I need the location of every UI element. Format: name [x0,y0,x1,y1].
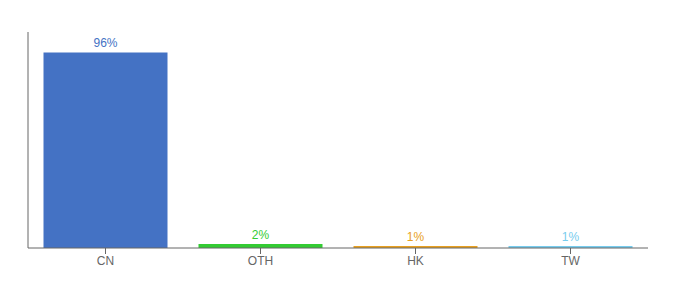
svg-text:TW: TW [561,254,580,268]
svg-text:CN: CN [97,254,114,268]
svg-text:1%: 1% [407,230,425,244]
svg-text:1%: 1% [562,230,580,244]
svg-text:2%: 2% [252,228,270,242]
svg-text:HK: HK [407,254,424,268]
svg-text:OTH: OTH [248,254,273,268]
svg-text:96%: 96% [93,36,117,50]
